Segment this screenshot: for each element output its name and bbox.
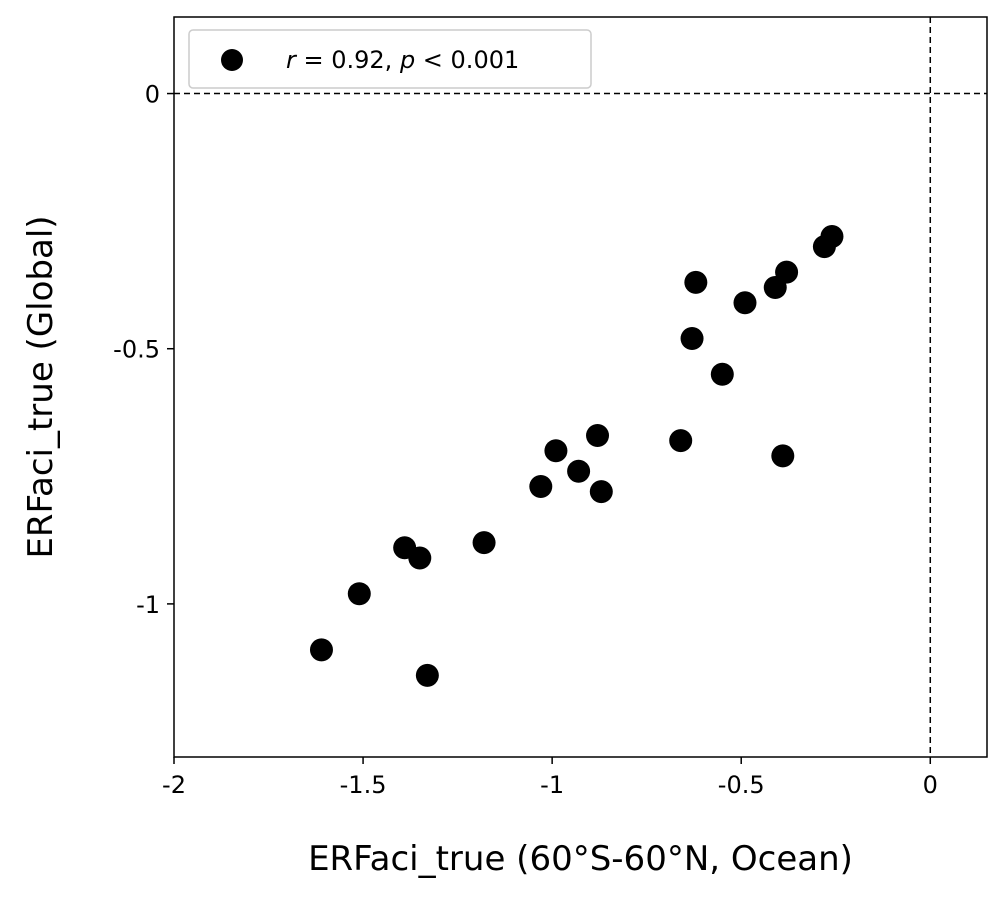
y-axis-label: ERFaci_true (Global) (21, 215, 61, 558)
legend: r = 0.92, p < 0.001 (188, 29, 592, 89)
data-point (567, 459, 591, 483)
data-point (775, 260, 799, 284)
plot-frame (173, 16, 988, 758)
data-point (669, 429, 693, 453)
data-point (544, 439, 568, 463)
x-axis-ticks: -2 -1.5 -1 -0.5 0 (162, 757, 938, 799)
x-tick-label: 0 (923, 771, 938, 799)
y-tick-label: 0 (145, 81, 160, 109)
x-tick-label: -1 (540, 771, 564, 799)
data-point (586, 423, 610, 447)
legend-p-value: < 0.001 (415, 46, 519, 74)
legend-marker (221, 49, 243, 71)
data-point (680, 327, 704, 351)
y-tick-label: -1 (136, 591, 160, 619)
x-tick-label: -2 (162, 771, 186, 799)
data-point (684, 270, 708, 294)
y-tick-label: -0.5 (113, 336, 160, 364)
x-axis-label: ERFaci_true (60°S-60°N, Ocean) (308, 839, 853, 879)
legend-r-value: = 0.92, (296, 46, 400, 74)
reference-lines (174, 17, 987, 757)
legend-box (188, 29, 592, 89)
data-point (820, 224, 844, 248)
data-point (408, 546, 432, 570)
data-point (771, 444, 795, 468)
data-point (733, 291, 757, 315)
data-point (529, 475, 553, 499)
data-point (309, 638, 333, 662)
y-axis-ticks: 0 -0.5 -1 (113, 81, 174, 619)
legend-r-symbol: r (286, 46, 298, 74)
x-tick-label: -1.5 (340, 771, 387, 799)
data-point (347, 582, 371, 606)
data-point (472, 531, 496, 555)
legend-label: r = 0.92, p < 0.001 (286, 46, 519, 74)
x-tick-label: -0.5 (718, 771, 765, 799)
legend-p-symbol: p (399, 46, 415, 74)
data-point (589, 480, 613, 504)
data-points (309, 224, 844, 687)
data-point (415, 663, 439, 687)
data-point (710, 362, 734, 386)
